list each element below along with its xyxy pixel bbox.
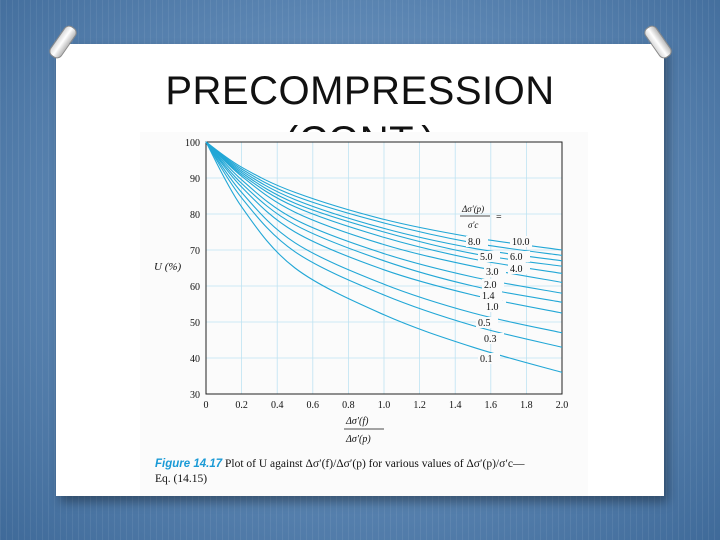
series-label-bg bbox=[510, 236, 532, 247]
x-tick-label: 1.2 bbox=[413, 400, 426, 411]
series-label-0_5: 0.5 bbox=[478, 318, 491, 329]
figure-panel: 0 0.2 0.4 0.6 0.8 1.0 1.2 1.4 1.6 1.8 2.0 30 40 50 60 7… bbox=[140, 132, 588, 496]
series-label-bg bbox=[508, 263, 530, 274]
x-tick-label: 0.4 bbox=[271, 400, 284, 411]
x-tick-label: 1.6 bbox=[485, 400, 498, 411]
series-label-6_0: 6.0 bbox=[510, 252, 523, 263]
x-tick-label: 1.4 bbox=[449, 400, 462, 411]
x-tick-label: 2.0 bbox=[556, 400, 569, 411]
series-label-bg bbox=[482, 279, 504, 290]
y-tick-label: 80 bbox=[190, 210, 200, 221]
x-axis-label-numerator: Δσ′(f) bbox=[345, 416, 369, 427]
chart-axes: 0 0.2 0.4 0.6 0.8 1.0 1.2 1.4 1.6 1.8 2.0 30 40 50 60 7… bbox=[185, 138, 568, 411]
series-label-bg bbox=[508, 251, 530, 262]
series-line-0_5 bbox=[205, 141, 563, 334]
series-label-bg bbox=[478, 353, 500, 364]
legend-header-denominator: σ′c bbox=[468, 220, 478, 230]
figure-caption: Figure 14.17 Plot of U against Δσ′(f)/Δσ… bbox=[155, 457, 585, 487]
series-label-bg bbox=[476, 317, 498, 328]
y-tick-label: 100 bbox=[185, 138, 200, 149]
slide-title-line1: PRECOMPRESSION bbox=[165, 69, 555, 113]
y-tick-label: 50 bbox=[190, 318, 200, 329]
series-label-0_3: 0.3 bbox=[484, 334, 497, 345]
series-line-8_0 bbox=[205, 141, 563, 256]
y-tick-label: 70 bbox=[190, 246, 200, 257]
plot-frame bbox=[205, 141, 563, 395]
series-label-4_0: 4.0 bbox=[510, 264, 523, 275]
series-label-bg bbox=[478, 251, 500, 262]
series-line-6_0 bbox=[205, 141, 563, 262]
series-label-3_0: 3.0 bbox=[486, 267, 499, 278]
x-tick-label: 1.0 bbox=[378, 400, 391, 411]
series-label-1_0: 1.0 bbox=[486, 302, 499, 313]
x-tick-label: 0.8 bbox=[342, 400, 355, 411]
series-label-bg bbox=[466, 236, 488, 247]
x-tick-label: 0 bbox=[204, 400, 209, 411]
y-axis-label: U (%) bbox=[154, 261, 182, 273]
series-line-0_3 bbox=[205, 141, 563, 348]
series-line-10_0 bbox=[205, 141, 563, 251]
x-axis-label-denominator: Δσ′(p) bbox=[345, 434, 371, 445]
chart: 0 0.2 0.4 0.6 0.8 1.0 1.2 1.4 1.6 1.8 2.0 30 40 50 60 7… bbox=[154, 138, 568, 445]
x-tick-label: 0.6 bbox=[307, 400, 320, 411]
x-tick-label: 0.2 bbox=[235, 400, 248, 411]
caption-text-line2: Eq. (14.15) bbox=[155, 473, 208, 485]
series-label-bg bbox=[484, 266, 506, 277]
legend-header-numerator: Δσ′(p) bbox=[461, 204, 484, 214]
legend-header-equals: = bbox=[496, 212, 502, 223]
caption-line1: Figure 14.17 Plot of U against Δσ′(f)/Δσ… bbox=[155, 457, 585, 472]
series-label-bg bbox=[484, 301, 506, 312]
series-label-8_0: 8.0 bbox=[468, 237, 481, 248]
y-tick-label: 30 bbox=[190, 390, 200, 401]
series-label-bg bbox=[480, 290, 502, 301]
series-label-bg bbox=[482, 333, 504, 344]
series-label-0_1: 0.1 bbox=[480, 354, 493, 365]
series-line-0_1 bbox=[205, 141, 563, 373]
series-label-1_4: 1.4 bbox=[482, 291, 495, 302]
series-label-2_0: 2.0 bbox=[484, 280, 497, 291]
x-tick-label: 1.8 bbox=[520, 400, 533, 411]
y-tick-label: 40 bbox=[190, 354, 200, 365]
series-label-5_0: 5.0 bbox=[480, 252, 493, 263]
caption-figure-label: Figure 14.17 bbox=[155, 458, 223, 470]
y-tick-label: 90 bbox=[190, 174, 200, 185]
series-label-10_0: 10.0 bbox=[512, 237, 530, 248]
chart-labels: 10.0 8.0 6.0 5.0 4.0 3.0 2.01.41.0 0.5 0.3 0.1 bbox=[466, 236, 532, 365]
caption-text-line1: Plot of U against Δσ′(f)/Δσ′(p) for vari… bbox=[225, 458, 525, 470]
y-tick-label: 60 bbox=[190, 282, 200, 293]
